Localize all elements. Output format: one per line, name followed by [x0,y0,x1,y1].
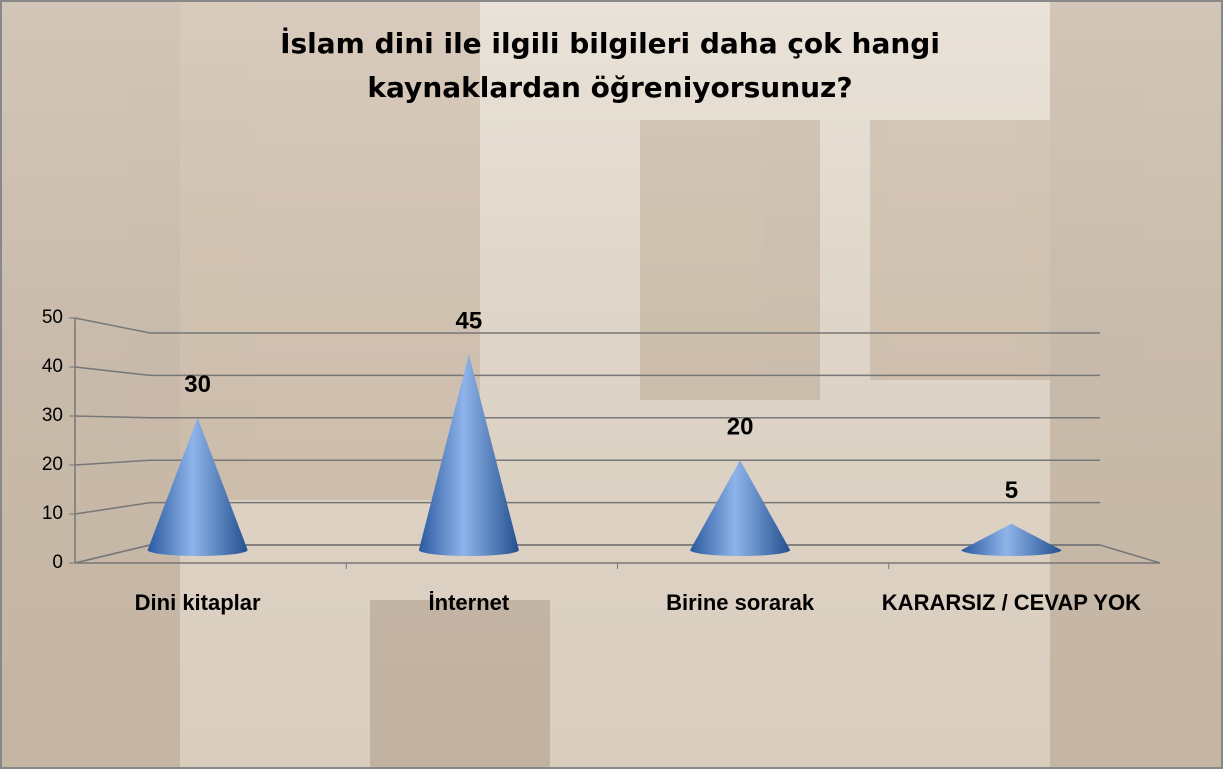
y-tick-label: 50 [42,307,63,328]
y-tick-label: 0 [52,552,63,573]
x-tick-label: Birine sorarak [666,590,815,615]
cone [961,523,1062,556]
x-tick-label: İnternet [429,590,510,615]
value-label: 20 [727,414,754,441]
grid-line [74,366,1100,377]
cone [690,460,791,556]
value-label: 45 [456,308,483,335]
chart-title: İslam dini ile ilgili bilgileri daha çok… [280,27,940,104]
y-tick-label: 20 [42,454,63,475]
x-tick-label: Dini kitaplar [135,590,261,615]
y-tick-label: 30 [42,405,63,426]
x-tick-label: KARARSIZ / CEVAP YOK [882,590,1141,615]
value-label: 5 [1005,477,1018,504]
cone [147,417,248,556]
y-tick-label: 40 [42,356,63,377]
y-tick-label: 10 [42,503,63,524]
grid-line [74,415,1100,419]
value-label: 30 [184,371,211,398]
grid-line [74,459,1100,466]
grid-line [74,317,1100,334]
cone [418,354,519,556]
grid-line [74,501,1100,515]
